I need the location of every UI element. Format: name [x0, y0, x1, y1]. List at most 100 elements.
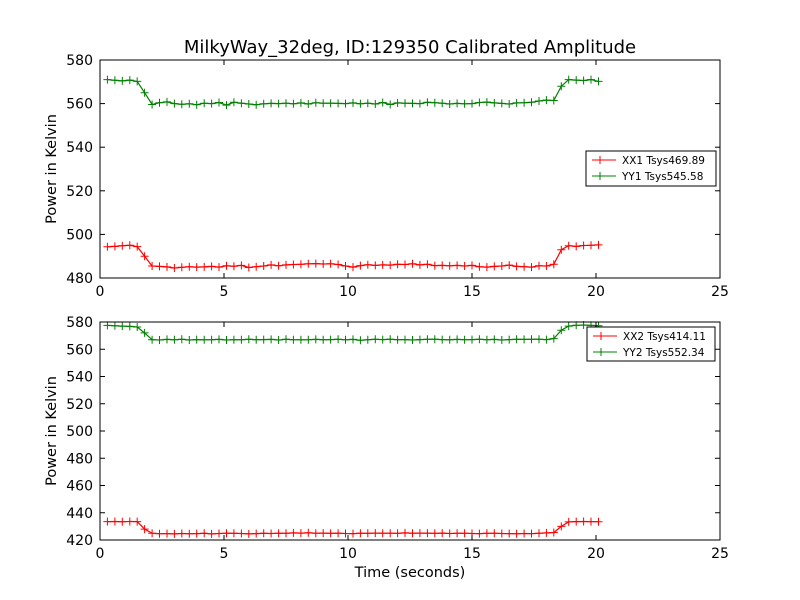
- top-series-0-point: [334, 260, 343, 269]
- bottom-series-1-point: [460, 335, 469, 344]
- top-series-1-point: [460, 99, 469, 108]
- top-series-1-point: [572, 76, 581, 85]
- bottom-series-0-point: [274, 529, 283, 538]
- top-series-1-point: [482, 98, 491, 107]
- top-x-tick-label: 15: [463, 284, 481, 300]
- bottom-series-0-point: [453, 529, 462, 538]
- bottom-x-tick-label: 0: [96, 546, 105, 562]
- top-series-1-point: [564, 75, 573, 84]
- top-series-1-point: [267, 99, 276, 108]
- bottom-series-1-point: [319, 335, 328, 344]
- top-y-tick-label: 560: [66, 97, 93, 113]
- top-series-1-point: [215, 98, 223, 107]
- top-series-0-point: [505, 261, 514, 270]
- bottom-series-1-point: [378, 335, 387, 344]
- top-series-1-point: [334, 99, 343, 108]
- top-series-1-point: [125, 76, 134, 85]
- bottom-series-1-point: [267, 335, 276, 344]
- top-series-0-point: [215, 263, 223, 272]
- bottom-series-1-point: [103, 321, 112, 330]
- bottom-series-0-point: [222, 529, 231, 538]
- bottom-legend-entry-xx2: XX2 Tsys414.11: [593, 331, 706, 343]
- legend-marker-yy2: [597, 348, 605, 356]
- top-series-0-point: [490, 262, 499, 271]
- top-series-0-point: [549, 260, 558, 269]
- bottom-series-1-point: [535, 335, 543, 344]
- top-y-tick-label: 580: [66, 53, 93, 69]
- top-series-1-point: [497, 99, 506, 108]
- bottom-series-0-point: [177, 529, 186, 538]
- top-series-0-point: [520, 262, 529, 271]
- bottom-series-0-point: [192, 529, 201, 538]
- bottom-series-1-point: [415, 335, 424, 344]
- top-series-0-point: [326, 259, 335, 268]
- top-series-0-point: [579, 241, 588, 250]
- bottom-series-0-point: [133, 517, 142, 526]
- bottom-series-1-point: [163, 335, 171, 344]
- top-series-1-point: [423, 98, 432, 107]
- top-series-1-point: [177, 100, 186, 109]
- bottom-series-0-point: [140, 525, 149, 534]
- top-axis-ticks: 0 5 10 15 20 25 480 500 520 540 560 580: [66, 53, 729, 300]
- bottom-series-0-point: [505, 529, 514, 538]
- bottom-series-0-point: [363, 529, 372, 538]
- bottom-axis-ticks: 0 5 10 15 20 25 420 440 460 480 500 520 540 560 580: [66, 315, 729, 562]
- top-series-1-point: [200, 99, 209, 108]
- bottom-series-0-point: [148, 529, 157, 538]
- bottom-series-0-point: [304, 528, 313, 537]
- top-series-1-point: [163, 97, 171, 106]
- top-series-0-point: [482, 263, 491, 272]
- top-y-tick-label: 540: [66, 140, 93, 156]
- top-plot-area: [103, 75, 603, 272]
- top-series-0-point: [296, 260, 305, 269]
- top-series-1-point: [244, 100, 253, 108]
- top-x-tick-label: 5: [220, 284, 229, 300]
- bottom-series-1-point: [185, 336, 194, 344]
- bottom-series-0-point: [371, 529, 380, 538]
- top-series-1-point: [468, 99, 476, 108]
- bottom-series-0-point: [490, 529, 499, 538]
- bottom-series-0-point: [170, 529, 179, 538]
- bottom-series-1-point: [207, 335, 216, 344]
- top-series-0-point: [475, 262, 484, 271]
- bottom-series-1-point: [475, 335, 484, 344]
- top-series-1-point: [207, 99, 216, 108]
- top-series-1-point: [349, 98, 357, 107]
- bottom-series-1-point: [259, 335, 268, 344]
- bottom-series-0-point: [252, 529, 261, 538]
- bottom-series-1-point: [572, 321, 581, 330]
- top-series-0-point: [125, 241, 134, 250]
- bottom-series-0-point: [445, 529, 454, 538]
- bottom-series-1-point: [393, 335, 402, 344]
- bottom-y-tick-label: 440: [66, 506, 93, 522]
- bottom-series-0-point: [482, 529, 491, 538]
- bottom-series-0-point: [125, 517, 134, 526]
- top-series-1-point: [259, 99, 268, 108]
- bottom-y-tick-label: 540: [66, 370, 93, 386]
- legend-marker-yy1: [596, 172, 604, 180]
- legend-label-xx1: XX1 Tsys469.89: [622, 155, 705, 167]
- top-series-1-point: [579, 76, 588, 85]
- bottom-series-0-point: [512, 529, 521, 538]
- bottom-series-1-point: [215, 335, 223, 344]
- bottom-series-1-point: [125, 322, 134, 331]
- top-series-0-point: [252, 262, 261, 271]
- bottom-series-1-point: [304, 335, 313, 344]
- bottom-series-1-point: [445, 335, 454, 344]
- bottom-series-1-point: [296, 335, 305, 344]
- bottom-series-0-point: [200, 529, 209, 538]
- top-series-0-point: [587, 241, 595, 250]
- bottom-series-1-point: [408, 336, 417, 344]
- top-series-0-point: [140, 252, 149, 261]
- bottom-series-0-point: [311, 529, 320, 538]
- top-series-0-point: [557, 245, 566, 254]
- top-series-0-point: [163, 262, 171, 271]
- bottom-series-1-point: [542, 335, 551, 344]
- bottom-series-0-point: [259, 529, 268, 538]
- top-series-1-point: [282, 99, 290, 108]
- bottom-y-tick-label: 580: [66, 315, 93, 331]
- top-series-1-point: [549, 96, 558, 105]
- bottom-series-0-point: [542, 528, 551, 537]
- bottom-series-0-point: [408, 529, 417, 538]
- bottom-series-0-point: [215, 529, 223, 538]
